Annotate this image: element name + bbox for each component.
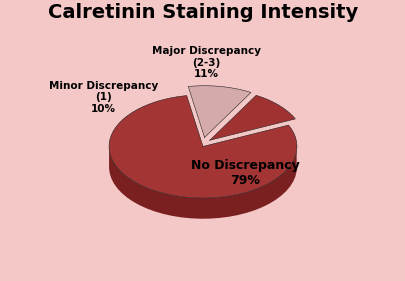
Polygon shape [109,148,296,219]
Polygon shape [209,95,294,140]
Title: Calretinin Staining Intensity: Calretinin Staining Intensity [48,3,357,22]
Text: No Discrepancy
79%: No Discrepancy 79% [191,159,299,187]
Polygon shape [109,96,296,198]
Text: Minor Discrepancy
(1)
10%: Minor Discrepancy (1) 10% [49,81,158,114]
Polygon shape [188,86,250,137]
Text: Major Discrepancy
(2-3)
11%: Major Discrepancy (2-3) 11% [151,46,260,79]
